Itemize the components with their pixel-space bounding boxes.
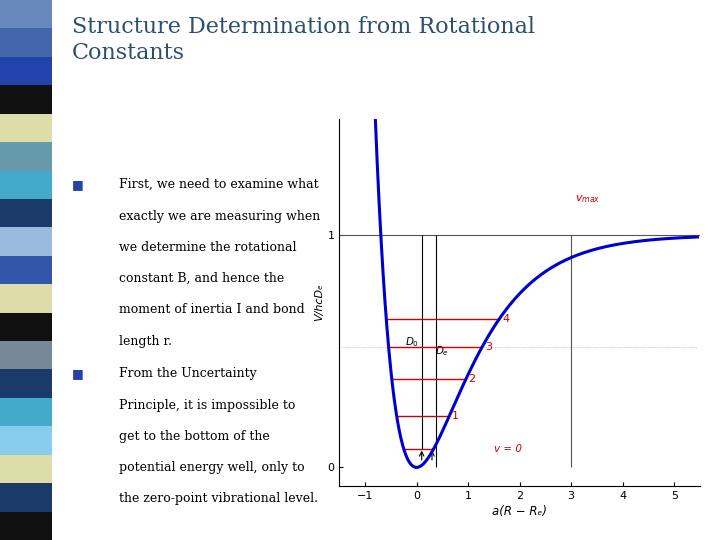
FancyBboxPatch shape <box>0 313 52 341</box>
X-axis label: a(R − Rₑ): a(R − Rₑ) <box>492 505 547 518</box>
Text: 3: 3 <box>485 342 492 352</box>
Text: $v_{max}$: $v_{max}$ <box>575 193 601 205</box>
Y-axis label: V/hcDₑ: V/hcDₑ <box>315 284 325 321</box>
Text: get to the bottom of the: get to the bottom of the <box>119 430 269 443</box>
Text: exactly we are measuring when: exactly we are measuring when <box>119 210 320 222</box>
Text: ■: ■ <box>72 178 84 191</box>
FancyBboxPatch shape <box>0 57 52 85</box>
FancyBboxPatch shape <box>0 142 52 171</box>
Text: constant B, and hence the: constant B, and hence the <box>119 272 284 285</box>
FancyBboxPatch shape <box>0 114 52 142</box>
Text: moment of inertia I and bond: moment of inertia I and bond <box>119 303 305 316</box>
Text: we determine the rotational: we determine the rotational <box>119 241 297 254</box>
Text: 2: 2 <box>469 374 476 384</box>
FancyBboxPatch shape <box>0 85 52 114</box>
Text: the zero-point vibrational level.: the zero-point vibrational level. <box>119 492 318 505</box>
Text: Principle, it is impossible to: Principle, it is impossible to <box>119 399 295 411</box>
Text: 4: 4 <box>502 314 509 323</box>
FancyBboxPatch shape <box>0 369 52 398</box>
Text: From the Uncertainty: From the Uncertainty <box>119 367 256 380</box>
FancyBboxPatch shape <box>0 398 52 426</box>
FancyBboxPatch shape <box>0 227 52 256</box>
Text: $D_e$: $D_e$ <box>435 345 449 358</box>
FancyBboxPatch shape <box>0 284 52 313</box>
FancyBboxPatch shape <box>0 199 52 227</box>
FancyBboxPatch shape <box>0 483 52 511</box>
Text: 1: 1 <box>451 411 459 421</box>
Text: Structure Determination from Rotational
Constants: Structure Determination from Rotational … <box>72 16 535 64</box>
Text: length r.: length r. <box>119 335 172 348</box>
FancyBboxPatch shape <box>0 426 52 455</box>
FancyBboxPatch shape <box>0 511 52 540</box>
Text: v = 0: v = 0 <box>494 444 522 454</box>
FancyBboxPatch shape <box>0 29 52 57</box>
Text: $D_0$: $D_0$ <box>405 335 420 349</box>
FancyBboxPatch shape <box>0 171 52 199</box>
FancyBboxPatch shape <box>0 341 52 369</box>
Text: ■: ■ <box>72 367 84 380</box>
FancyBboxPatch shape <box>0 0 52 29</box>
Text: First, we need to examine what: First, we need to examine what <box>119 178 318 191</box>
FancyBboxPatch shape <box>0 256 52 284</box>
FancyBboxPatch shape <box>0 455 52 483</box>
Text: potential energy well, only to: potential energy well, only to <box>119 461 305 474</box>
